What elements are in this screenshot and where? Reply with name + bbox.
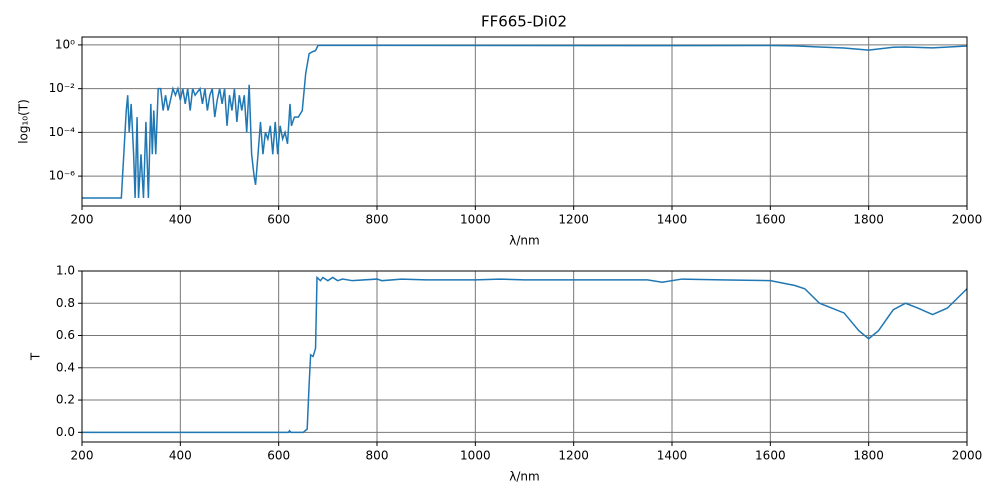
x-tick-label: 1000 <box>460 213 491 227</box>
y-tick-label: 0.0 <box>56 425 75 439</box>
y-tick-label: 1.0 <box>56 264 75 278</box>
x-tick-label: 1800 <box>853 449 884 463</box>
y-tick-label: 10⁻⁴ <box>49 125 76 139</box>
x-tick-label: 1400 <box>657 449 688 463</box>
y-tick-label: 10⁻² <box>49 81 76 95</box>
x-tick-label: 400 <box>169 449 192 463</box>
x-tick-label: 800 <box>366 449 389 463</box>
x-axis-label: λ/nm <box>509 470 539 484</box>
x-axis-label: λ/nm <box>509 234 539 248</box>
x-tick-label: 200 <box>71 449 94 463</box>
x-tick-label: 1400 <box>657 213 688 227</box>
x-tick-label: 1600 <box>755 213 786 227</box>
y-tick-label: 0.6 <box>56 328 75 342</box>
y-tick-label: 0.8 <box>56 296 75 310</box>
y-axis-label: log₁₀(T) <box>17 99 31 144</box>
data-line <box>82 44 967 199</box>
x-tick-label: 600 <box>267 449 290 463</box>
x-tick-label: 1200 <box>558 213 589 227</box>
x-tick-label: 1200 <box>558 449 589 463</box>
x-tick-label: 200 <box>71 213 94 227</box>
x-tick-label: 1600 <box>755 449 786 463</box>
chart-title: FF665-Di02 <box>481 13 567 31</box>
plot-frame <box>81 270 968 443</box>
y-tick-label: 10⁰ <box>55 37 75 51</box>
y-tick-label: 0.2 <box>56 393 75 407</box>
y-axis-label: T <box>29 352 43 361</box>
y-tick-label: 10⁻⁶ <box>49 169 76 183</box>
x-tick-label: 2000 <box>952 213 983 227</box>
x-tick-label: 1000 <box>460 449 491 463</box>
x-tick-label: 600 <box>267 213 290 227</box>
y-tick-label: 0.4 <box>56 360 75 374</box>
x-tick-label: 1800 <box>853 213 884 227</box>
x-tick-label: 400 <box>169 213 192 227</box>
x-tick-label: 800 <box>366 213 389 227</box>
plot-frame <box>81 36 968 207</box>
x-tick-label: 2000 <box>952 449 983 463</box>
data-line <box>82 275 967 434</box>
